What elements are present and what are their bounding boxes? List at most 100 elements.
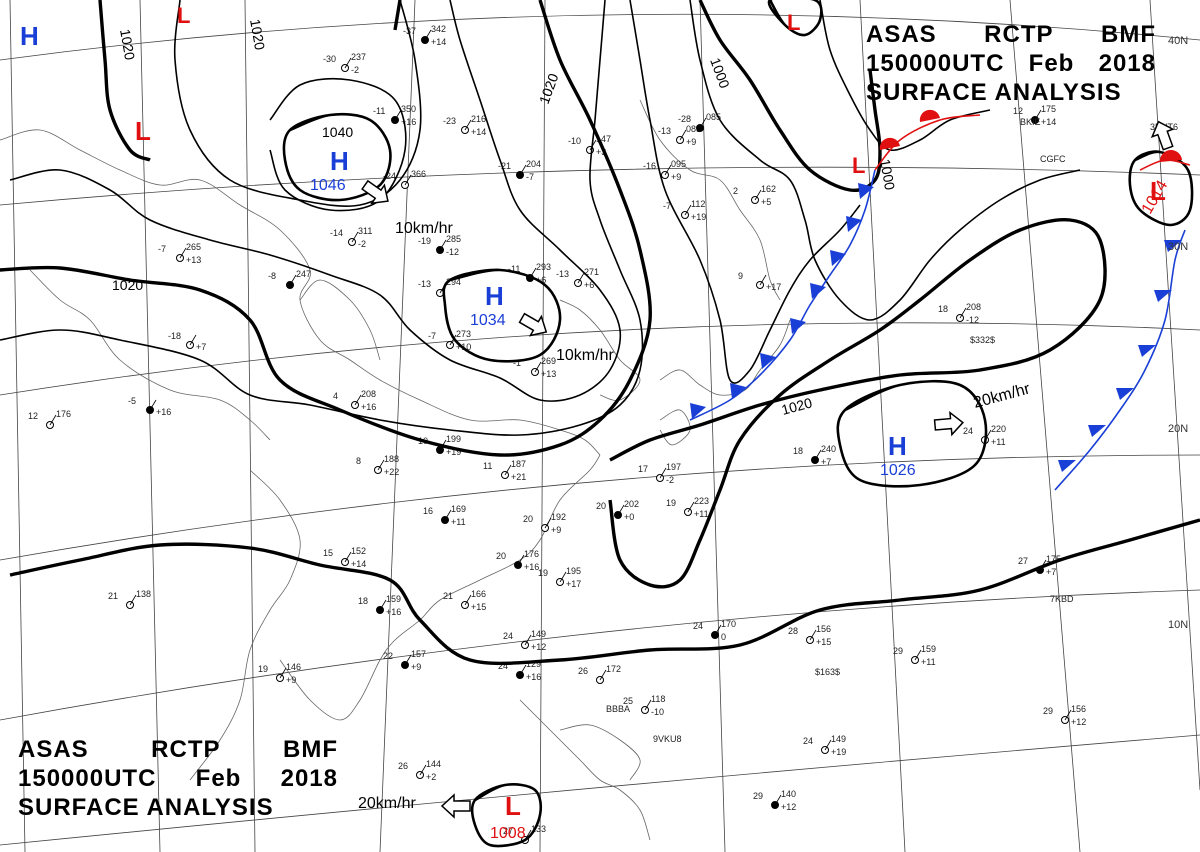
station-pressure: 285: [446, 234, 461, 244]
isobar-label: 1020: [117, 28, 138, 62]
wind-barb: [577, 272, 585, 284]
isobar-line: [0, 0, 644, 436]
wind-barb: [519, 664, 527, 676]
station-plot: -8 247: [268, 269, 311, 289]
header-line2: 150000UTC Feb 2018: [18, 764, 338, 793]
station-plot: 29 140 +12: [753, 789, 796, 812]
station-tendency: +22: [384, 467, 399, 477]
wind-barb: [524, 634, 532, 646]
wind-barb: [684, 204, 692, 216]
station-pressure: 366: [411, 169, 426, 179]
station-temperature: 29: [893, 646, 903, 656]
station-tendency: +12: [531, 642, 546, 652]
station-plot: -19 285 -12: [418, 234, 461, 257]
cold-front-triangle: [1138, 345, 1156, 357]
isobar-closed: [282, 112, 392, 202]
station-plot: 15 152 +14: [323, 546, 366, 569]
header-year: 2018: [280, 765, 338, 792]
wind-barb: [659, 467, 667, 479]
parallel-line: [0, 734, 1200, 846]
station-temperature: 21: [443, 591, 453, 601]
station-pressure: 172: [606, 664, 621, 674]
station-tendency: -2: [358, 239, 366, 249]
isobar-line-thick: [98, 0, 151, 162]
header-agency: ASAS: [18, 736, 89, 763]
station-temperature: 2: [733, 186, 738, 196]
isobar-line-thick: [608, 217, 1107, 589]
station-plot: 24 129 +16: [498, 659, 541, 682]
station-plot: 21 138: [108, 589, 151, 609]
station-plot: -37 342 +14: [403, 24, 446, 47]
station-plot: -30 237 -2: [323, 52, 366, 75]
wind-barb: [354, 394, 362, 406]
cold-front-triangle: [690, 403, 706, 419]
station-plot: -13 271 +6: [556, 267, 599, 290]
station-tendency: +16: [524, 562, 539, 572]
station-pressure: 112: [691, 199, 705, 209]
wind-barb: [444, 509, 452, 521]
station-plot: 21 166 +15: [443, 589, 486, 612]
station-temperature: -24: [383, 171, 396, 181]
high-center-symbol: H: [485, 281, 504, 311]
wind-barb: [351, 231, 359, 243]
station-plot: 19 223 +11: [666, 496, 709, 519]
station-plot: -5 +16: [128, 396, 171, 417]
header-title: SURFACE ANALYSIS: [18, 794, 274, 821]
station-plot: -24 366: [383, 169, 426, 189]
station-temperature: 22: [383, 651, 393, 661]
station-tendency: +9: [411, 662, 421, 672]
station-pressure: 138: [136, 589, 151, 599]
station-temperature: 12: [28, 411, 38, 421]
wind-barb: [517, 554, 525, 566]
station-tendency: +11: [991, 437, 1006, 447]
cold-front-triangle: [858, 183, 874, 199]
station-plot: 20 176 +16: [496, 549, 539, 572]
station-pressure: 273: [456, 329, 471, 339]
station-plot: -23 216 +14: [443, 114, 486, 137]
station-temperature: -7: [428, 331, 436, 341]
station-tendency: +14: [431, 37, 446, 47]
station-pressure: 271: [584, 267, 599, 277]
station-pressure: 085: [706, 112, 721, 122]
wind-barb: [644, 699, 652, 711]
station-plot: 29 156 +12: [1043, 704, 1086, 727]
station-pressure: 216: [471, 114, 486, 124]
station-temperature: -14: [330, 228, 343, 238]
parallel-line: [0, 166, 1200, 206]
station-tendency: -12: [446, 247, 459, 257]
warm-front-line: [874, 114, 981, 171]
arrow-shape: [440, 793, 471, 819]
cold-front-triangle: [730, 383, 746, 399]
pressure-center-value: 1026: [880, 462, 916, 479]
parallel-line: [0, 589, 1200, 721]
isobar-line-thick: [0, 0, 652, 457]
station-plot: -7 112 +19: [663, 199, 706, 222]
station-plot: -28 085: [678, 112, 721, 132]
station-tendency: +11: [694, 509, 709, 519]
station-pressure: 144: [426, 759, 441, 769]
station-plot: 24 170 0: [693, 619, 736, 642]
header-top-right: ASAS RCTP BMF 150000UTC Feb 2018 SURFACE…: [866, 20, 1156, 107]
station-temperature: 20: [523, 514, 533, 524]
station-temperature: -30: [323, 54, 336, 64]
header-line2: 150000UTC Feb 2018: [866, 49, 1156, 78]
station-plot: 4 208 +16: [333, 389, 376, 412]
station-plot: 19 146 +9: [258, 662, 301, 685]
coastlines: [0, 99, 791, 841]
station-temperature: -5: [128, 396, 136, 406]
wind-barb: [1064, 709, 1072, 721]
wind-barb: [129, 594, 137, 606]
isobar-closed: [470, 783, 543, 848]
station-temperature: 15: [323, 548, 333, 558]
wind-barb: [439, 239, 447, 251]
station-tendency: +16: [386, 607, 401, 617]
station-pressure: 162: [761, 184, 776, 194]
station-plot: 17 197 -2: [638, 462, 681, 485]
wind-barb: [419, 764, 427, 776]
station-pressure: 265: [186, 242, 201, 252]
isobar-label: 1020: [247, 18, 268, 52]
station-pressure: 208: [966, 302, 981, 312]
station-plot: 26 144 +2: [398, 759, 441, 782]
isobar-closed: [442, 268, 562, 363]
